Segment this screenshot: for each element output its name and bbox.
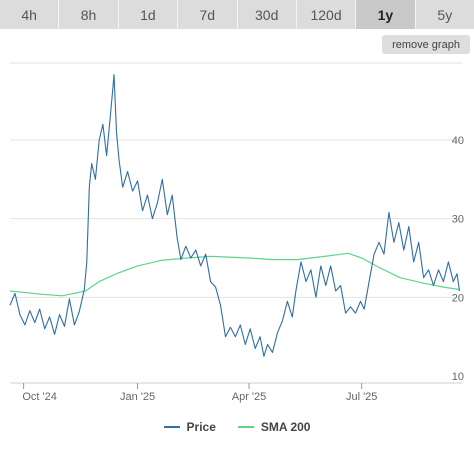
tab-5y[interactable]: 5y bbox=[437, 6, 453, 23]
timeframe-tabs: 4h 8h 1d 7d 30d 120d 1y 5y bbox=[0, 0, 474, 29]
x-tick-label: Oct '24 bbox=[22, 391, 57, 403]
tab-30d[interactable]: 30d bbox=[238, 0, 297, 29]
x-tick-label: Jul '25 bbox=[346, 391, 377, 403]
y-tick-label: 30 bbox=[452, 214, 464, 226]
legend-swatch bbox=[163, 426, 180, 428]
price-line bbox=[9, 74, 461, 357]
x-tick-label: Apr '25 bbox=[232, 391, 267, 403]
tab-7d[interactable]: 7d bbox=[178, 0, 238, 29]
y-tick-label: 20 bbox=[452, 292, 464, 304]
legend-label: Price bbox=[186, 420, 216, 434]
chart-series bbox=[9, 74, 461, 357]
legend-label: SMA 200 bbox=[260, 420, 311, 434]
y-axis: 10 20 30 40 bbox=[452, 135, 464, 383]
x-tick-label: Jan '25 bbox=[120, 391, 155, 403]
legend-swatch bbox=[237, 426, 254, 428]
remove-graph-button[interactable]: remove graph bbox=[382, 35, 470, 54]
tab-8h[interactable]: 8h bbox=[59, 0, 119, 29]
legend-item[interactable]: SMA 200 bbox=[237, 420, 311, 434]
sma-200-line bbox=[9, 252, 460, 297]
y-tick-label: 10 bbox=[452, 371, 464, 383]
legend-item[interactable]: Price bbox=[163, 420, 216, 434]
x-axis: Oct '24 Jan '25 Apr '25 Jul '25 bbox=[22, 383, 377, 403]
tab-1y[interactable]: 1y bbox=[356, 0, 416, 29]
tab-120d[interactable]: 120d bbox=[297, 0, 357, 29]
tab-1d[interactable]: 1d bbox=[119, 0, 179, 29]
chart-grid bbox=[10, 62, 462, 384]
y-tick-label: 40 bbox=[452, 135, 464, 147]
legend: Price SMA 200 bbox=[0, 420, 474, 434]
tab-4h[interactable]: 4h bbox=[0, 0, 60, 29]
